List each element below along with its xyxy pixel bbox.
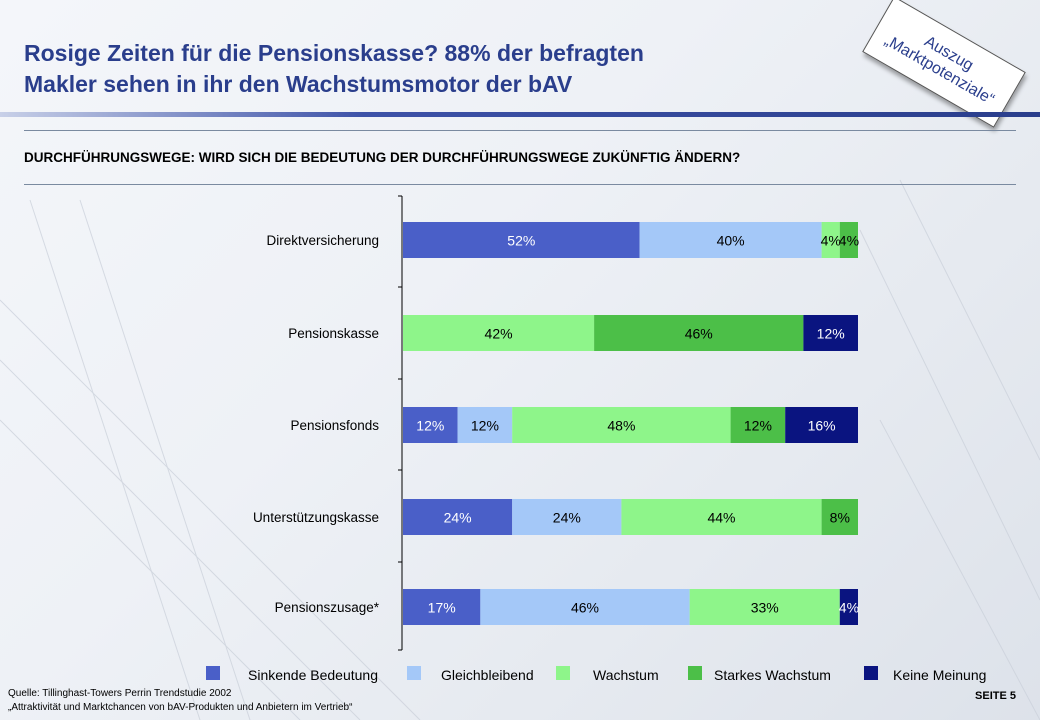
data-label: 4% bbox=[839, 233, 859, 249]
legend-swatch bbox=[688, 666, 702, 680]
category-label: Pensionsfonds bbox=[290, 418, 379, 433]
data-label: 4% bbox=[839, 600, 859, 616]
data-label: 46% bbox=[685, 326, 713, 342]
data-label: 4% bbox=[821, 233, 841, 249]
bar-segment bbox=[621, 499, 822, 535]
bar-segment bbox=[403, 499, 513, 535]
legend-swatch bbox=[556, 666, 570, 680]
category-label: Pensionszusage* bbox=[275, 600, 380, 615]
legend-label: Sinkende Bedeutung bbox=[248, 667, 378, 683]
bar-segment bbox=[639, 222, 822, 258]
chart-question: DURCHFÜHRUNGSWEGE: WIRD SICH DIE BEDEUTU… bbox=[24, 150, 741, 165]
data-label: 48% bbox=[607, 418, 635, 434]
title-line-2: Makler sehen in ihr den Wachstumsmotor d… bbox=[24, 71, 573, 97]
data-label: 12% bbox=[744, 418, 772, 434]
legend-label: Keine Meinung bbox=[893, 667, 986, 683]
data-label: 24% bbox=[553, 510, 581, 526]
legend-swatch bbox=[407, 666, 421, 680]
page-number: SEITE 5 bbox=[975, 690, 1016, 702]
title-line-1: Rosige Zeiten für die Pensionskasse? 88%… bbox=[24, 40, 644, 66]
category-label: Direktversicherung bbox=[266, 233, 379, 248]
data-label: 40% bbox=[717, 233, 745, 249]
bar-segment bbox=[594, 315, 804, 351]
bar-segment bbox=[730, 407, 786, 443]
category-label: Unterstützungskasse bbox=[253, 510, 379, 525]
legend-label: Wachstum bbox=[593, 667, 659, 683]
category-label: Pensionskasse bbox=[288, 326, 379, 341]
bar-segment bbox=[403, 407, 458, 443]
data-label: 12% bbox=[817, 326, 845, 342]
bar-segment bbox=[839, 589, 858, 625]
bar-segment bbox=[821, 222, 840, 258]
data-label: 8% bbox=[830, 510, 850, 526]
legend-swatch bbox=[206, 666, 220, 680]
bar-segment bbox=[403, 222, 640, 258]
divider-bottom bbox=[24, 184, 1016, 185]
divider-top bbox=[24, 130, 1016, 131]
data-label: 42% bbox=[485, 326, 513, 342]
source-line-1: Quelle: Tillinghast-Towers Perrin Trends… bbox=[8, 688, 232, 699]
data-label: 52% bbox=[507, 233, 535, 249]
bar-segment bbox=[689, 589, 840, 625]
data-label: 12% bbox=[471, 418, 499, 434]
title-underline-bar bbox=[0, 112, 1040, 117]
bar-segment bbox=[839, 222, 858, 258]
bar-segment bbox=[457, 407, 513, 443]
bar-segment bbox=[821, 499, 858, 535]
legend-swatch bbox=[864, 666, 878, 680]
data-label: 44% bbox=[707, 510, 735, 526]
bar-segment bbox=[480, 589, 690, 625]
legend-label: Gleichbleibend bbox=[441, 667, 534, 683]
data-label: 12% bbox=[416, 418, 444, 434]
page-title: Rosige Zeiten für die Pensionskasse? 88%… bbox=[24, 38, 824, 100]
bar-segment bbox=[512, 407, 731, 443]
data-label: 33% bbox=[751, 600, 779, 616]
bar-segment bbox=[403, 315, 595, 351]
bar-segment bbox=[512, 499, 622, 535]
data-label: 24% bbox=[444, 510, 472, 526]
legend-label: Starkes Wachstum bbox=[714, 667, 831, 683]
data-label: 17% bbox=[428, 600, 456, 616]
source-line-2: „Attraktivität und Marktchancen von bAV-… bbox=[8, 702, 353, 713]
bar-segment bbox=[403, 589, 481, 625]
data-label: 16% bbox=[808, 418, 836, 434]
data-label: 46% bbox=[571, 600, 599, 616]
bar-segment bbox=[785, 407, 858, 443]
bar-segment bbox=[803, 315, 858, 351]
